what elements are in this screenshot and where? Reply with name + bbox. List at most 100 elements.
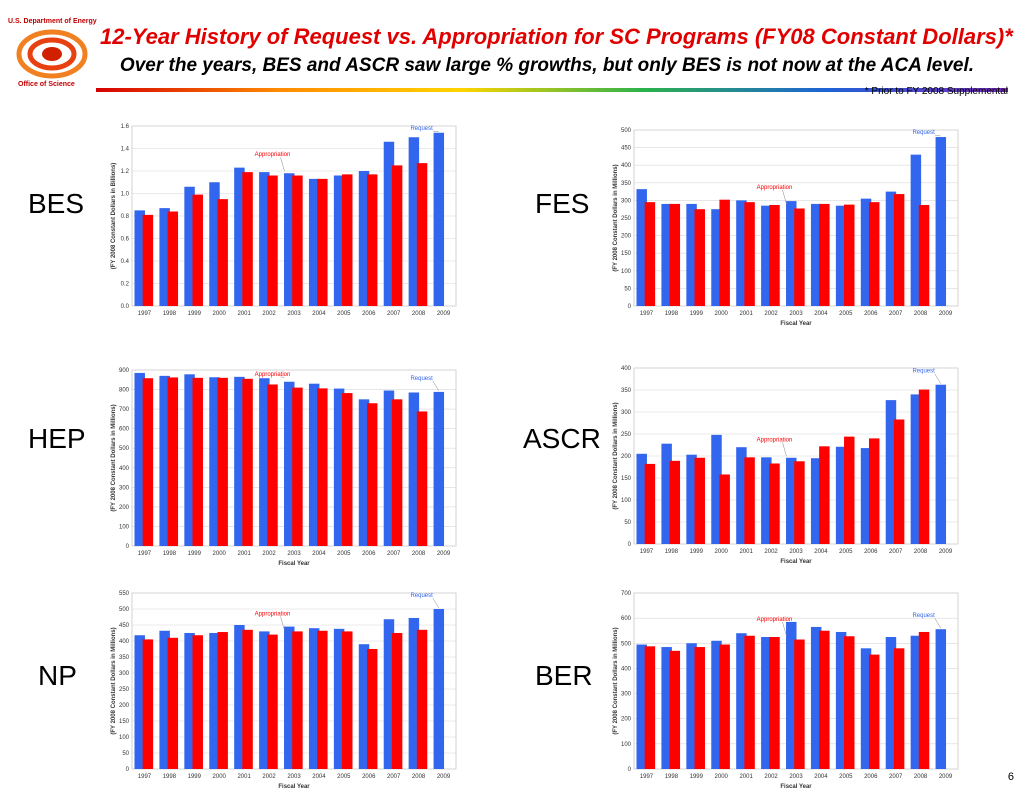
hep-xtick-label: 2005 <box>337 551 351 557</box>
hep-appropriation-bar <box>242 379 252 546</box>
np-ytick-label: 150 <box>119 719 130 725</box>
hep-xtick-label: 1998 <box>163 551 177 557</box>
fes-ytick-label: 0 <box>628 304 632 310</box>
bes-ytick-label: 0.4 <box>121 259 130 265</box>
hep-appropriation-bar <box>317 388 327 546</box>
ascr-xtick-label: 2008 <box>914 549 928 555</box>
np-xtick-label: 2000 <box>213 774 227 780</box>
hep-ytick-label: 300 <box>119 485 130 491</box>
ber-appropriation-bar <box>894 648 904 769</box>
np-appropriation-bar <box>317 631 327 769</box>
fes-xtick-label: 2003 <box>789 311 803 317</box>
hep-ytick-label: 200 <box>119 505 130 511</box>
ascr-ytick-label: 100 <box>621 498 632 504</box>
hep-ytick-label: 500 <box>119 446 130 452</box>
hep-xtick-label: 2009 <box>437 551 451 557</box>
label-hep: HEP <box>28 423 86 455</box>
ber-appropriation-bar <box>695 647 705 769</box>
np-ytick-label: 500 <box>119 607 130 613</box>
ascr-appropriation-bar <box>719 474 729 544</box>
np-appropriation-bar <box>367 649 377 769</box>
fes-xtick-label: 2004 <box>814 311 828 317</box>
ascr-ytick-label: 50 <box>624 520 631 526</box>
ascr-appropriation-bar <box>695 458 705 544</box>
ascr-ytick-label: 300 <box>621 410 632 416</box>
ber-ytick-label: 0 <box>628 767 632 773</box>
hep-appropriation-annotation: Appropriation <box>255 372 291 378</box>
hep-appropriation-bar <box>143 378 153 546</box>
fes-appropriation-bar <box>819 204 829 306</box>
np-ytick-label: 400 <box>119 639 130 645</box>
np-ytick-label: 300 <box>119 671 130 677</box>
fes-xtick-label: 2006 <box>864 311 878 317</box>
np-request-annotation: Request <box>410 593 433 599</box>
ascr-request-bar <box>936 385 946 544</box>
np-xtick-label: 2002 <box>262 774 276 780</box>
np-appropriation-bar <box>342 631 352 769</box>
np-appropriation-bar <box>242 630 252 769</box>
ber-xtick-label: 2006 <box>864 774 878 780</box>
np-xtick-label: 2004 <box>312 774 326 780</box>
np-ytick-label: 100 <box>119 735 130 741</box>
fes-xtick-label: 1997 <box>640 311 654 317</box>
np-xlabel: Fiscal Year <box>278 784 310 790</box>
np-xtick-label: 1999 <box>188 774 202 780</box>
ber-appropriation-bar <box>869 655 879 769</box>
hep-xtick-label: 2001 <box>237 551 251 557</box>
bes-xtick-label: 2002 <box>262 311 276 317</box>
fes-appropriation-annotation: Appropriation <box>757 185 793 191</box>
np-appropriation-bar <box>168 638 178 769</box>
hep-xtick-label: 2004 <box>312 551 326 557</box>
fes-xtick-label: 2000 <box>715 311 729 317</box>
fes-appropriation-bar <box>769 205 779 306</box>
ber-ytick-label: 200 <box>621 717 632 723</box>
hep-xtick-label: 2007 <box>387 551 401 557</box>
doe-logo: U.S. Department of Energy Office of Scie… <box>4 4 100 90</box>
hep-xtick-label: 2003 <box>287 551 301 557</box>
hep-ytick-label: 600 <box>119 427 130 433</box>
office-name: Office of Science <box>18 81 75 88</box>
ber-xtick-label: 2008 <box>914 774 928 780</box>
ber-appropriation-bar <box>645 646 655 769</box>
fes-xtick-label: 2007 <box>889 311 903 317</box>
hep-request-annotation: Request <box>410 376 433 382</box>
np-xtick-label: 2008 <box>412 774 426 780</box>
ascr-ytick-label: 400 <box>621 366 632 372</box>
np-appropriation-bar <box>417 630 427 769</box>
fes-xtick-label: 2002 <box>764 311 778 317</box>
ber-ytick-label: 400 <box>621 666 632 672</box>
hep-ytick-label: 900 <box>119 368 130 374</box>
bes-appropriation-bar <box>267 176 277 307</box>
fes-ytick-label: 150 <box>621 251 632 257</box>
fes-appropriation-bar <box>670 204 680 306</box>
page-number: 6 <box>1008 771 1014 783</box>
bes-appropriation-bar <box>317 179 327 306</box>
hep-appropriation-bar <box>342 393 352 546</box>
ber-xtick-label: 2000 <box>715 774 729 780</box>
ber-xtick-label: 2007 <box>889 774 903 780</box>
bes-xtick-label: 2007 <box>387 311 401 317</box>
fes-appropriation-bar <box>794 208 804 306</box>
ber-appropriation-bar <box>719 645 729 769</box>
hep-appropriation-bar <box>367 403 377 546</box>
ascr-xtick-label: 2007 <box>889 549 903 555</box>
fes-xtick-label: 2009 <box>939 311 953 317</box>
ascr-ytick-label: 150 <box>621 476 632 482</box>
ascr-ytick-label: 200 <box>621 454 632 460</box>
bes-ytick-label: 1.4 <box>121 147 130 153</box>
fes-request-bar <box>936 137 946 306</box>
fes-appropriation-bar <box>869 202 879 306</box>
ber-xtick-label: 2002 <box>764 774 778 780</box>
fes-ytick-label: 50 <box>624 286 631 292</box>
ascr-appropriation-bar <box>744 457 754 544</box>
np-appropriation-bar <box>267 635 277 769</box>
ascr-xtick-label: 2006 <box>864 549 878 555</box>
ber-appropriation-annotation: Appropriation <box>757 617 793 623</box>
bes-appropriation-bar <box>242 172 252 306</box>
hep-ytick-label: 0 <box>126 544 130 550</box>
np-request-bar <box>434 609 444 769</box>
